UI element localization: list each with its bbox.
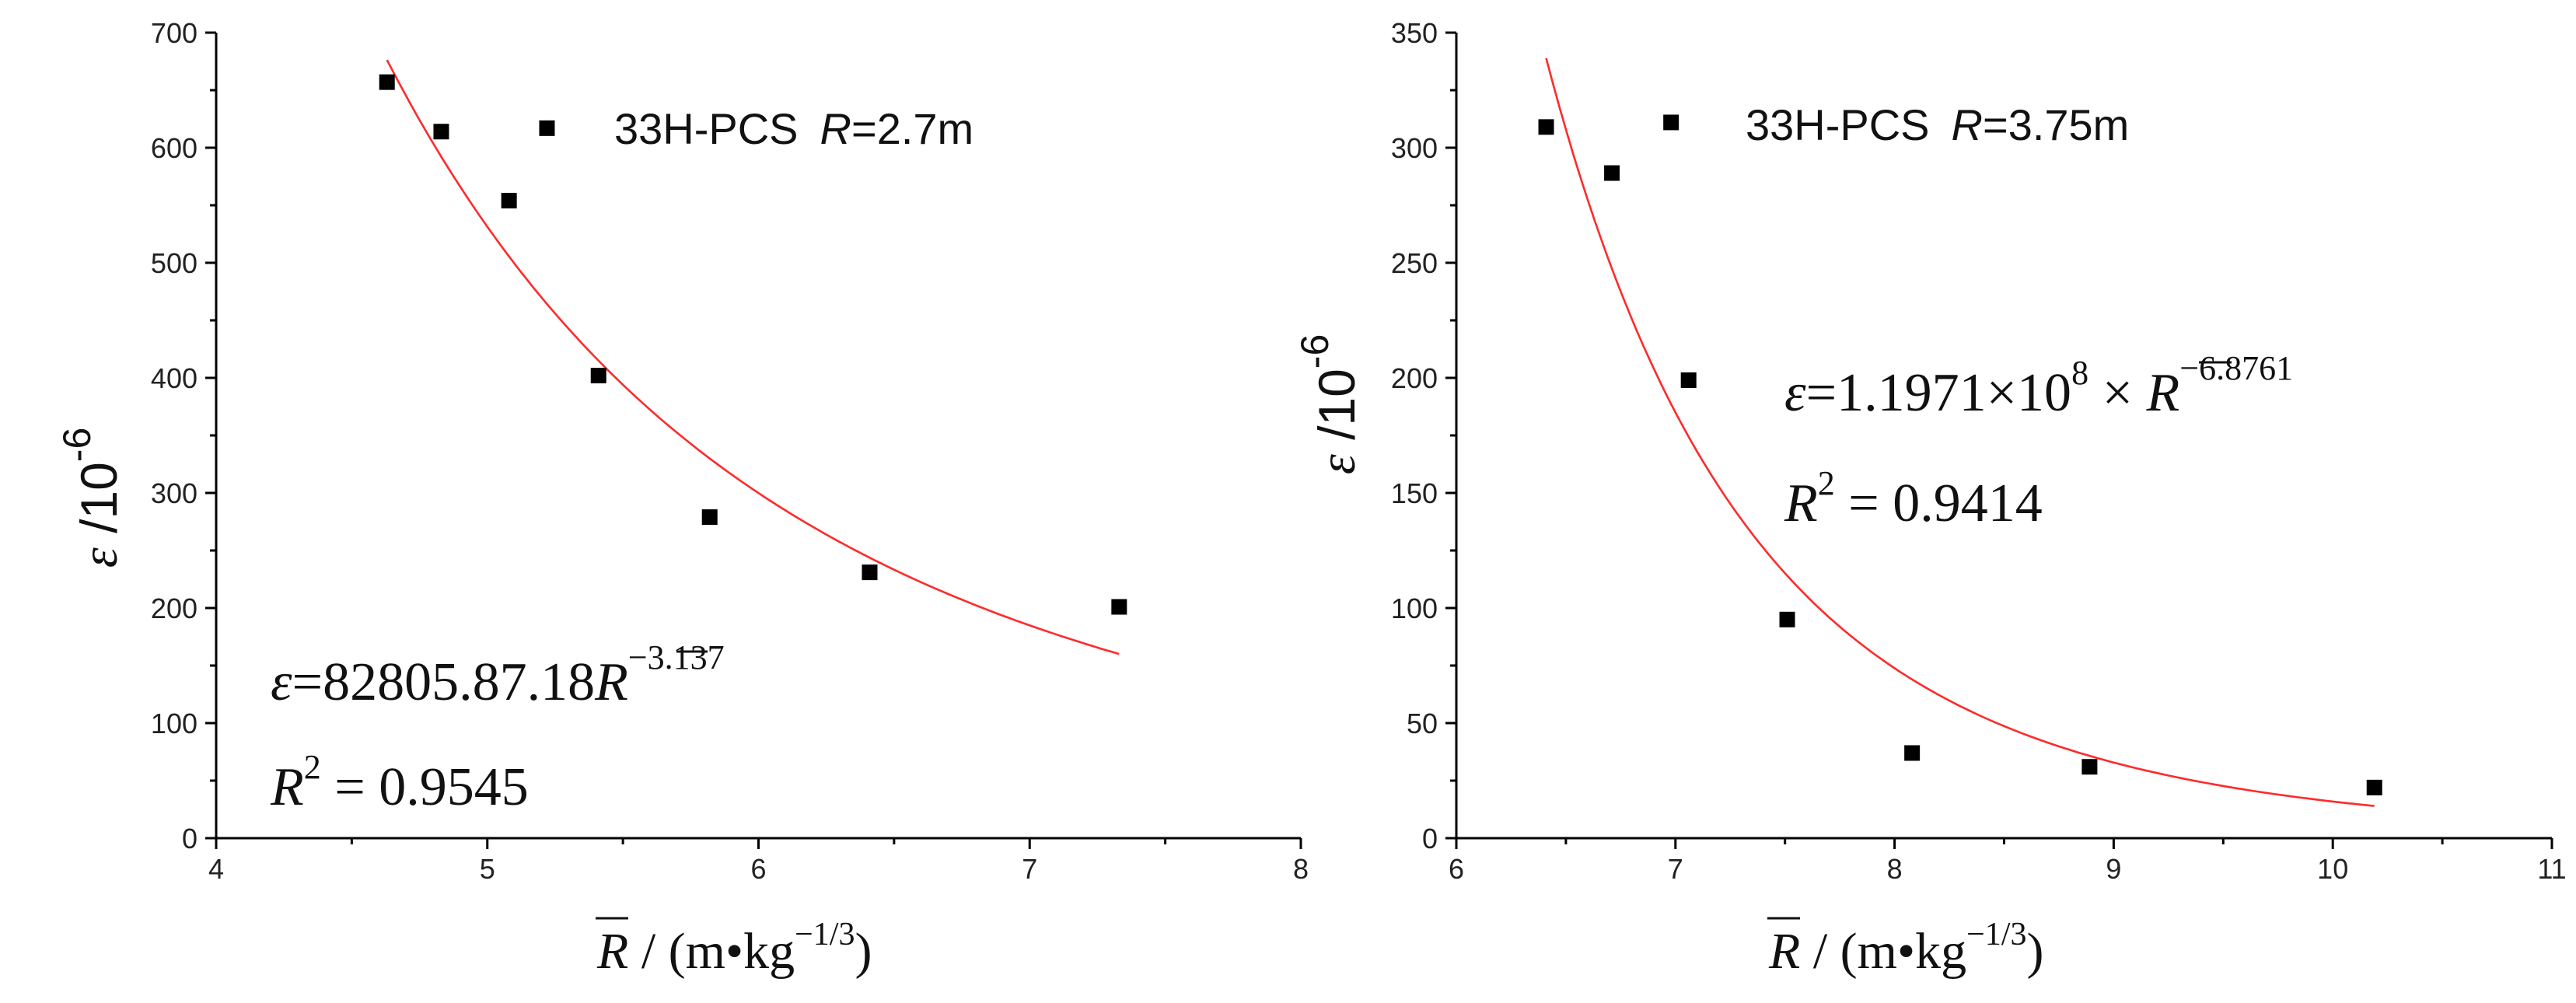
data-point — [701, 509, 718, 526]
data-point — [379, 74, 395, 90]
y-tick-label: 400 — [151, 362, 197, 394]
x-tick-label: 6 — [1449, 853, 1464, 885]
data-point — [1663, 114, 1679, 131]
data-point — [1680, 372, 1697, 388]
y-tick-label: 0 — [1422, 823, 1438, 854]
x-tick-label: 4 — [208, 853, 224, 885]
fit-curve — [1545, 58, 2375, 807]
data-point — [433, 124, 449, 140]
y-tick-label: 700 — [151, 17, 197, 49]
y-tick-label: 600 — [151, 132, 197, 164]
data-point — [1904, 745, 1921, 761]
y-tick-label: 50 — [1407, 708, 1438, 739]
r-squared: R2 = 0.9414 — [1784, 464, 2043, 533]
x-tick-label: 6 — [750, 853, 766, 885]
data-point — [2081, 759, 2098, 775]
axes — [1445, 31, 2553, 849]
y-tick-label: 150 — [1391, 477, 1438, 509]
data-point — [501, 193, 517, 209]
x-tick-label: 11 — [2537, 853, 2566, 885]
data-point — [1779, 611, 1795, 627]
y-axis-label: ε /10-6 — [1293, 334, 1366, 475]
x-tick-label: 7 — [1022, 853, 1037, 885]
tick-labels: 4 5 6 7 8 0 100 200 300 400 500 600 700 — [151, 17, 1309, 885]
x-axis-label: R / (m•kg−1/3) — [1768, 917, 2043, 980]
series-label: 33H-PCS R=2.7m — [614, 104, 973, 153]
y-tick-label: 250 — [1391, 247, 1438, 279]
data-point — [862, 564, 878, 581]
y-tick-label: 100 — [1391, 592, 1438, 624]
x-tick-label: 7 — [1668, 853, 1683, 885]
fit-curve — [386, 59, 1120, 655]
data-point — [539, 120, 555, 136]
data-point — [1111, 599, 1127, 615]
tick-labels: 6 7 8 9 10 11 0 50 100 150 200 250 300 350 — [1391, 17, 2567, 885]
axes — [205, 31, 1302, 849]
y-tick-label: 300 — [1391, 132, 1438, 164]
y-tick-label: 300 — [151, 477, 197, 509]
fit-equation: ε=82805.87.18R−3.137 — [271, 638, 725, 712]
r-squared: R2 = 0.9545 — [270, 748, 529, 817]
data-points — [379, 74, 1127, 615]
x-tick-label: 5 — [480, 853, 495, 885]
data-points — [1538, 114, 2382, 795]
x-axis-label: R / (m•kg−1/3) — [596, 917, 872, 980]
series-label: 33H-PCS R=3.75m — [1746, 100, 2129, 149]
y-tick-label: 350 — [1391, 17, 1438, 49]
fit-equation: ε=1.1971×108 × R−6.8761 — [1784, 349, 2293, 423]
x-tick-label: 8 — [1887, 853, 1903, 885]
y-axis-label: ε /10-6 — [55, 428, 128, 568]
x-tick-label: 10 — [2317, 853, 2348, 885]
data-point — [2366, 779, 2382, 795]
x-tick-label: 9 — [2106, 853, 2121, 885]
data-point — [590, 368, 606, 384]
chart-left: 4 5 6 7 8 0 100 200 300 400 500 600 700 33H-PCS R=2.7… — [55, 17, 1309, 980]
y-tick-label: 200 — [151, 592, 197, 624]
data-point — [1604, 165, 1620, 181]
y-tick-label: 500 — [151, 247, 197, 279]
y-tick-label: 0 — [182, 823, 197, 854]
chart-right: 6 7 8 9 10 11 0 50 100 150 200 250 300 350 33H-PCS R=3… — [1293, 17, 2567, 980]
data-point — [1538, 119, 1554, 135]
y-tick-label: 200 — [1391, 362, 1438, 394]
fit-curve-group — [386, 59, 1120, 655]
y-tick-label: 100 — [151, 708, 197, 739]
fit-curve-group — [1545, 58, 2375, 807]
x-tick-label: 8 — [1293, 853, 1309, 885]
